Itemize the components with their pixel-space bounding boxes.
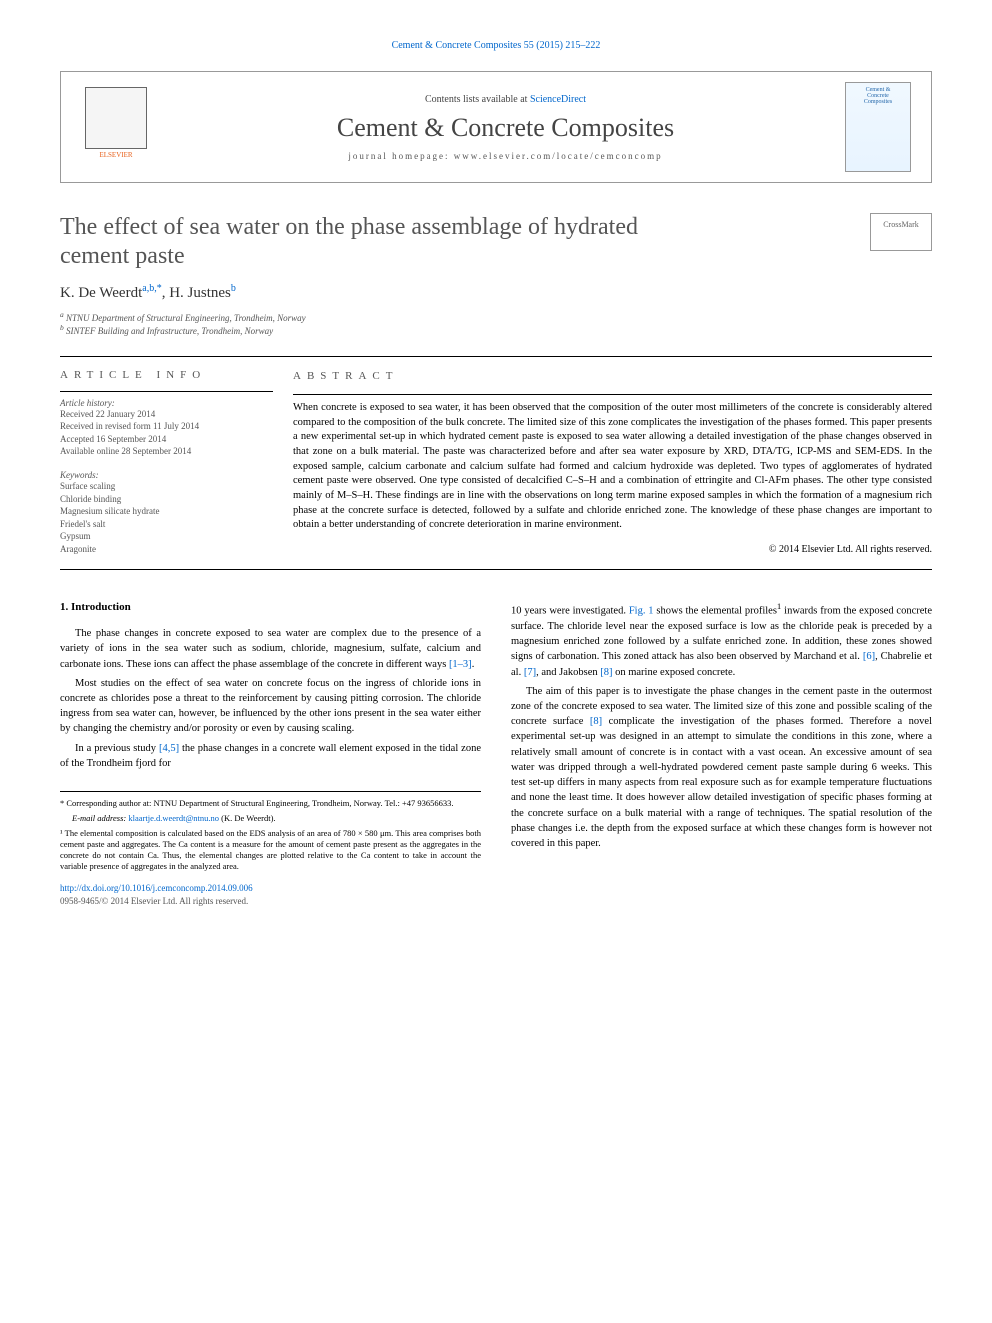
abstract-section: ABSTRACT When concrete is exposed to sea…: [293, 369, 932, 558]
journal-cover-thumb: Cement & Concrete Composites: [845, 82, 911, 172]
keyword: Gypsum: [60, 530, 273, 543]
history-revised: Received in revised form 11 July 2014: [60, 420, 273, 433]
history-accepted: Accepted 16 September 2014: [60, 433, 273, 446]
footnotes: * Corresponding author at: NTNU Departme…: [60, 791, 481, 872]
history-received: Received 22 January 2014: [60, 408, 273, 421]
keyword: Surface scaling: [60, 480, 273, 493]
keyword: Magnesium silicate hydrate: [60, 505, 273, 518]
ref-link[interactable]: [6]: [863, 651, 875, 662]
left-column: 1. Introduction The phase changes in con…: [60, 600, 481, 908]
authors-line: K. De Weerdta,b,*, H. Justnesb: [60, 283, 932, 302]
ref-link[interactable]: [8]: [600, 667, 612, 678]
elsevier-tree-icon: [85, 87, 147, 149]
keyword: Aragonite: [60, 543, 273, 556]
corresponding-footnote: * Corresponding author at: NTNU Departme…: [60, 798, 481, 809]
ref-link[interactable]: [8]: [590, 716, 602, 727]
sciencedirect-link[interactable]: ScienceDirect: [530, 94, 586, 105]
footnote-1: ¹ The elemental composition is calculate…: [60, 828, 481, 872]
contents-line: Contents lists available at ScienceDirec…: [166, 94, 845, 105]
abstract-header: ABSTRACT: [293, 369, 932, 384]
history-label: Article history:: [60, 398, 273, 408]
crossmark-badge[interactable]: CrossMark: [870, 213, 932, 251]
doi-link[interactable]: http://dx.doi.org/10.1016/j.cemconcomp.2…: [60, 883, 253, 893]
journal-header: ELSEVIER Contents lists available at Sci…: [60, 71, 932, 183]
article-info: ARTICLE INFO Article history: Received 2…: [60, 369, 293, 558]
right-column: 10 years were investigated. Fig. 1 shows…: [511, 600, 932, 908]
ref-link[interactable]: [4,5]: [159, 743, 179, 754]
ref-link[interactable]: [7]: [524, 667, 536, 678]
elsevier-logo: ELSEVIER: [81, 87, 151, 167]
issn-line: 0958-9465/© 2014 Elsevier Ltd. All right…: [60, 895, 481, 908]
ref-link[interactable]: [1–3]: [449, 659, 472, 670]
history-online: Available online 28 September 2014: [60, 445, 273, 458]
copyright: © 2014 Elsevier Ltd. All rights reserved…: [293, 543, 932, 557]
elsevier-text: ELSEVIER: [99, 151, 132, 159]
fig-link[interactable]: Fig. 1: [629, 606, 654, 617]
keywords-label: Keywords:: [60, 470, 273, 480]
introduction-header: 1. Introduction: [60, 600, 481, 616]
keyword: Friedel's salt: [60, 518, 273, 531]
journal-ref-link[interactable]: Cement & Concrete Composites 55 (2015) 2…: [60, 40, 932, 51]
journal-homepage: journal homepage: www.elsevier.com/locat…: [166, 151, 845, 161]
article-info-header: ARTICLE INFO: [60, 369, 273, 381]
keyword: Chloride binding: [60, 493, 273, 506]
article-title: The effect of sea water on the phase ass…: [60, 213, 932, 271]
affiliations: a NTNU Department of Structural Engineer…: [60, 310, 932, 336]
abstract-text: When concrete is exposed to sea water, i…: [293, 402, 932, 531]
email-link[interactable]: klaartje.d.weerdt@ntnu.no: [128, 813, 219, 823]
journal-title: Cement & Concrete Composites: [166, 113, 845, 143]
paragraph: Most studies on the effect of sea water …: [60, 676, 481, 737]
